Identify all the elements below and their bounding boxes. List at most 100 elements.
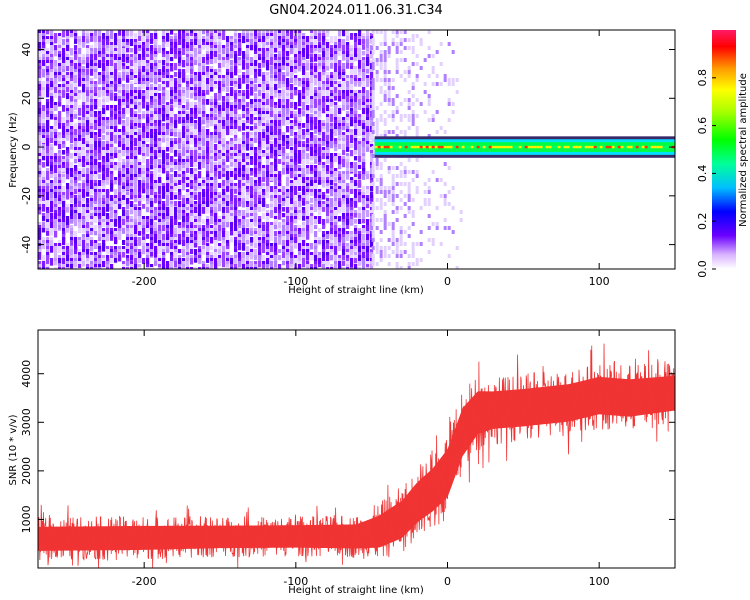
heatmap-cell	[70, 192, 74, 198]
heatmap-cell	[74, 264, 78, 269]
heatmap-cell	[266, 153, 270, 158]
heatmap-cell	[242, 210, 246, 216]
heatmap-cell	[182, 264, 186, 269]
heatmap-cell	[270, 210, 274, 218]
heatmap-cell	[142, 84, 146, 89]
heatmap-cell	[122, 57, 126, 63]
heatmap-cell	[278, 234, 282, 239]
heatmap-cell	[74, 171, 78, 177]
heatmap-cell	[314, 231, 318, 240]
heatmap-cell	[250, 252, 254, 260]
heatmap-cell	[290, 192, 294, 199]
heatmap-cell	[342, 69, 346, 75]
heatmap-cell	[330, 225, 334, 230]
heatmap-cell	[46, 66, 50, 71]
heatmap-cell	[326, 135, 330, 140]
heatmap-cell	[318, 132, 322, 138]
heatmap-cell	[162, 264, 166, 269]
heatmap-cell	[170, 57, 174, 62]
heatmap-cell	[338, 195, 342, 201]
heatmap-cell	[150, 33, 154, 41]
heatmap-cell	[162, 240, 166, 246]
heatmap-cell	[90, 123, 94, 128]
heatmap-cell	[282, 51, 286, 59]
heatmap-cell	[62, 201, 66, 210]
heatmap-cell	[358, 174, 362, 180]
heatmap-cell	[38, 210, 42, 215]
heatmap-cell	[46, 171, 50, 180]
heatmap-cell	[162, 255, 166, 261]
heatmap-cell	[166, 261, 170, 267]
heatmap-cell	[370, 54, 374, 59]
heatmap-cell	[306, 120, 310, 126]
heatmap-cell	[282, 45, 286, 54]
heatmap-cell	[254, 177, 258, 183]
heatmap-cell	[366, 171, 370, 176]
heatmap-cell	[130, 204, 134, 210]
heatmap-cell	[338, 234, 342, 240]
heatmap-cell	[278, 129, 282, 135]
heatmap-cell	[226, 129, 230, 136]
heatmap-cell	[74, 75, 78, 84]
heatmap-cell	[218, 87, 222, 92]
heatmap-cell	[238, 267, 242, 269]
heatmap-cell	[58, 51, 62, 56]
heatmap-cell	[94, 258, 98, 264]
heatmap-cell	[98, 189, 102, 194]
heatmap-cell	[250, 138, 254, 144]
heatmap-cell	[118, 231, 122, 240]
heatmap-cell	[106, 105, 110, 111]
heatmap-cell	[362, 240, 366, 246]
heatmap-cell	[330, 63, 334, 69]
heatmap-cell	[102, 54, 106, 59]
heatmap-cell	[270, 30, 274, 36]
heatmap-cell	[218, 237, 222, 242]
heatmap-cell	[258, 159, 262, 165]
heatmap-cell	[38, 42, 42, 50]
heatmap-cell	[346, 129, 350, 134]
heatmap-cell	[210, 99, 214, 105]
heatmap-cell	[302, 39, 306, 45]
heatmap-cell	[98, 267, 102, 269]
heatmap-cell	[206, 42, 210, 48]
heatmap-cell	[86, 246, 90, 251]
heatmap-cell	[358, 213, 362, 219]
heatmap-cell	[82, 132, 86, 138]
heatmap-cell	[178, 84, 182, 89]
heatmap-cell	[234, 138, 238, 144]
heatmap-cell	[214, 228, 218, 234]
heatmap-cell	[274, 267, 278, 269]
heatmap-cell	[122, 69, 126, 74]
heatmap-cell	[154, 78, 158, 86]
heatmap-cell	[86, 150, 90, 155]
heatmap-cell	[234, 267, 238, 269]
heatmap-cell	[122, 261, 126, 266]
heatmap-cell	[146, 78, 150, 84]
heatmap-cell	[206, 66, 210, 72]
heatmap-cell	[294, 219, 298, 224]
heatmap-cell	[250, 84, 254, 89]
heatmap-cell	[62, 210, 66, 218]
heatmap-cell	[166, 63, 170, 69]
heatmap-cell	[242, 231, 246, 237]
heatmap-cell	[290, 102, 294, 111]
heatmap-cell	[170, 132, 174, 137]
heatmap-cell	[146, 225, 150, 231]
heatmap-cell	[234, 171, 238, 176]
heatmap-cell	[218, 204, 222, 212]
heatmap-cell	[114, 240, 118, 245]
heatmap-cell	[138, 123, 142, 128]
heatmap-cell	[266, 33, 270, 39]
heatmap-cell	[242, 261, 246, 266]
heatmap-cell	[170, 36, 174, 42]
heatmap-cell	[370, 66, 374, 72]
heatmap-cell	[58, 111, 62, 120]
heatmap-cell	[342, 255, 346, 261]
heatmap-cell	[38, 138, 42, 144]
heatmap-cell	[150, 156, 154, 161]
heatmap-cell	[318, 93, 322, 102]
heatmap-cell	[154, 234, 158, 243]
heatmap-cell	[70, 102, 74, 107]
heatmap-cell	[138, 225, 142, 232]
heatmap-cell	[238, 189, 242, 194]
